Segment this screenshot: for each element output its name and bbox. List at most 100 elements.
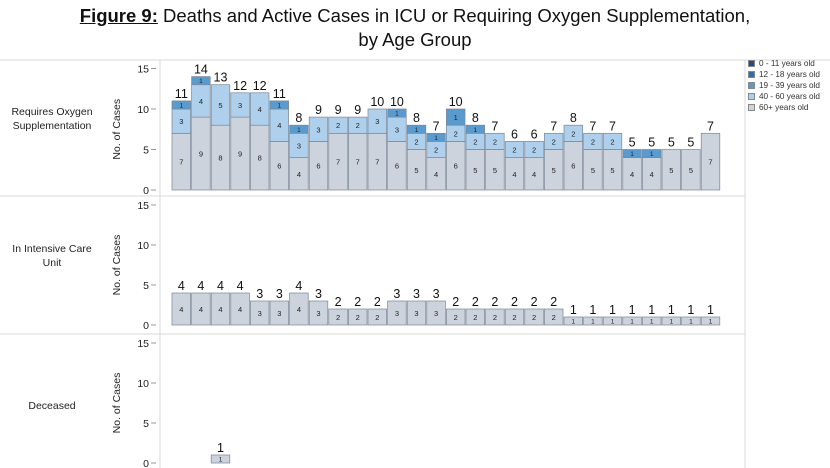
segment-label: 4 [218, 305, 222, 314]
y-tick-label: 5 [143, 280, 149, 292]
segment-label: 7 [708, 158, 712, 167]
total-label: 2 [354, 295, 361, 309]
bar-segment [426, 132, 446, 142]
bar-segment [465, 308, 485, 326]
segment-label: 5 [473, 166, 477, 175]
segment-label: 1 [650, 319, 654, 326]
bar-segment [328, 116, 348, 134]
total-label: 5 [648, 136, 655, 150]
segment-label: 7 [356, 158, 360, 167]
legend-swatch [748, 93, 755, 100]
segment-label: 2 [591, 137, 595, 146]
segment-label: 1 [297, 127, 301, 134]
segment-label: 4 [199, 97, 203, 106]
total-label: 7 [433, 119, 440, 133]
segment-label: 4 [277, 121, 281, 130]
panel-label: In Intensive Care Unit [12, 243, 92, 269]
segment-label: 1 [219, 457, 223, 464]
bar-segment [191, 76, 211, 86]
bar-segment [250, 92, 270, 126]
legend-label: 19 - 39 years old [759, 81, 820, 90]
total-label: 4 [217, 279, 224, 293]
bar-segment [485, 308, 505, 326]
legend-label: 60+ years old [759, 103, 809, 112]
segment-label: 4 [297, 305, 301, 314]
segment-label: 2 [610, 137, 614, 146]
bar-segment [524, 308, 544, 326]
segment-label: 9 [238, 150, 242, 159]
total-label: 11 [175, 87, 188, 101]
title-line-1: Deaths and Active Cases in ICU or Requir… [163, 5, 751, 26]
bar-segment [622, 149, 642, 158]
segment-label: 3 [434, 309, 438, 318]
total-label: 2 [550, 295, 557, 309]
total-label: 3 [413, 287, 420, 301]
segment-label: 4 [258, 105, 262, 114]
segment-label: 1 [689, 319, 693, 326]
total-label: 3 [276, 287, 283, 301]
legend-item: 12 - 18 years old [748, 69, 820, 80]
segment-label: 3 [316, 309, 320, 318]
bar-segment [602, 316, 623, 326]
bar-segment [504, 141, 525, 158]
bar-segment [681, 149, 701, 191]
y-tick-label: 0 [143, 458, 149, 468]
y-tick-label: 15 [137, 338, 149, 350]
segment-label: 3 [238, 101, 242, 110]
bar-segment [308, 300, 329, 326]
bar-segment [446, 108, 466, 126]
y-axis-label: No. of Cases [111, 373, 123, 434]
bar-segment [426, 300, 446, 326]
segment-label: 2 [512, 313, 516, 322]
total-label: 5 [687, 136, 694, 150]
segment-label: 2 [552, 313, 556, 322]
segment-label: 1 [709, 319, 713, 326]
total-label: 6 [511, 127, 518, 141]
segment-label: 1 [473, 127, 477, 134]
panel-label: Requires Oxygen Supplementation [11, 106, 92, 132]
segment-label: 3 [395, 125, 399, 134]
segment-label: 5 [552, 166, 556, 175]
bar-segment [289, 124, 309, 134]
total-label: 1 [570, 303, 577, 317]
bar-segment [504, 308, 525, 326]
segment-label: 6 [395, 162, 399, 171]
total-label: 2 [452, 295, 459, 309]
segment-label: 2 [493, 313, 497, 322]
segment-label: 2 [552, 137, 556, 146]
total-label: 8 [413, 111, 420, 125]
segment-label: 1 [415, 127, 419, 134]
segment-label: 1 [669, 319, 673, 326]
segment-label: 2 [375, 313, 379, 322]
y-axis-label: No. of Cases [111, 235, 123, 296]
segment-label: 5 [669, 166, 673, 175]
legend-item: 60+ years old [748, 102, 820, 113]
total-label: 7 [550, 119, 557, 133]
bar-segment [642, 316, 662, 326]
total-label: 9 [335, 103, 342, 117]
total-label: 8 [570, 111, 577, 125]
segment-label: 1 [611, 319, 615, 326]
total-label: 8 [295, 111, 302, 125]
figure-label: Figure 9: [79, 5, 158, 26]
total-label: 3 [393, 287, 400, 301]
bar-segment [171, 292, 191, 326]
segment-label: 5 [493, 166, 497, 175]
bar-segment [700, 316, 721, 326]
bar-segment [367, 308, 387, 326]
total-label: 6 [531, 127, 538, 141]
bar-segment [700, 132, 721, 191]
bar-segment [446, 308, 466, 326]
total-label: 11 [273, 87, 286, 101]
bar-segment [544, 308, 564, 326]
total-label: 7 [707, 119, 714, 133]
bar-segment [622, 316, 642, 326]
segment-label: 4 [532, 170, 536, 179]
total-label: 1 [217, 441, 224, 455]
bar-segment [210, 454, 231, 464]
bar-segment [230, 92, 250, 118]
bar-segment [602, 132, 623, 150]
segment-label: 2 [336, 121, 340, 130]
bar-segment [230, 292, 250, 326]
segment-label: 2 [356, 121, 360, 130]
